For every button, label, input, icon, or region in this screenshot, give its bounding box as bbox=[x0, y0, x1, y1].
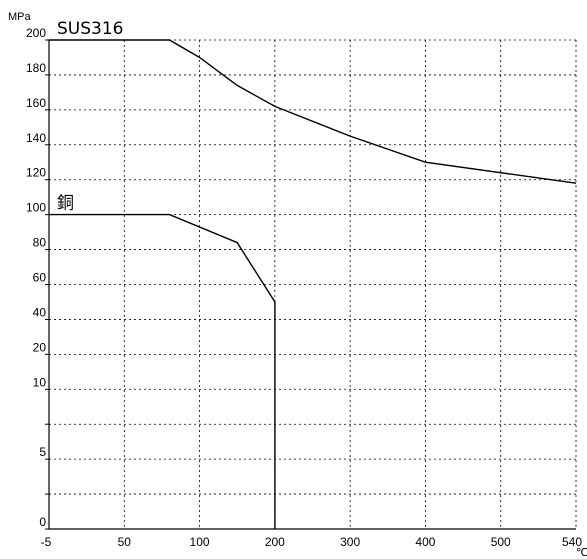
x-tick-label: 50 bbox=[118, 535, 132, 549]
y-tick-label: 0 bbox=[39, 515, 46, 529]
x-tick-label: 100 bbox=[190, 535, 210, 549]
y-tick-label: 80 bbox=[33, 236, 47, 250]
y-tick-label: 10 bbox=[33, 375, 47, 389]
y-tick-label: 60 bbox=[33, 271, 47, 285]
y-tick-label: 180 bbox=[26, 61, 46, 75]
x-tick-label: 500 bbox=[491, 535, 511, 549]
grid bbox=[49, 40, 576, 529]
y-tick-label: 160 bbox=[26, 96, 46, 110]
y-tick-label: 5 bbox=[39, 445, 46, 459]
series-line-copper bbox=[49, 215, 275, 529]
y-tick-label: 100 bbox=[26, 201, 46, 215]
x-tick-label: 200 bbox=[265, 535, 285, 549]
y-tick-label: 140 bbox=[26, 131, 46, 145]
y-unit-label: MPa bbox=[8, 11, 32, 23]
y-tick-label: 40 bbox=[33, 305, 47, 319]
series-label-copper: 銅 bbox=[57, 194, 74, 214]
series-labels: SUS316 銅 bbox=[57, 19, 123, 214]
tick-labels: 0 5 10 20 40 60 80 100 120 140 160 180 200 -5 50 100 200… bbox=[26, 26, 582, 549]
series-label-sus316: SUS316 bbox=[57, 19, 123, 39]
x-tick-label: -5 bbox=[41, 535, 52, 549]
y-tick-label: 200 bbox=[26, 26, 46, 40]
x-tick-label: 300 bbox=[340, 535, 360, 549]
series-lines bbox=[49, 40, 576, 529]
series-line-sus316 bbox=[49, 40, 576, 183]
y-tick-label: 20 bbox=[33, 340, 47, 354]
x-tick-label: 400 bbox=[415, 535, 435, 549]
y-tick-label: 120 bbox=[26, 166, 46, 180]
x-unit-label: ℃ bbox=[576, 547, 587, 559]
